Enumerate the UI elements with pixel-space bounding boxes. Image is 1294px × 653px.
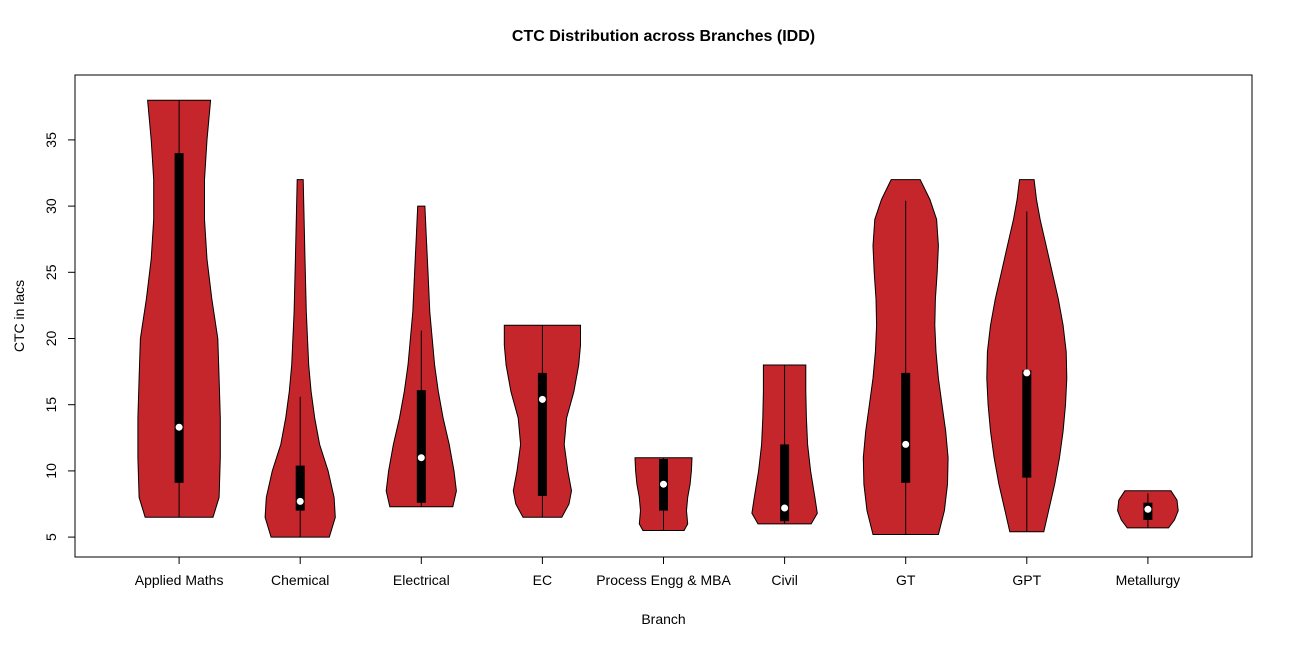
y-tick-label: 30 [43, 198, 59, 214]
y-tick-label: 35 [43, 132, 59, 148]
median-dot-chemical [296, 497, 304, 505]
y-tick-label: 10 [43, 463, 59, 479]
violin-shape-chemical [264, 179, 336, 538]
chart-title: CTC Distribution across Branches (IDD) [512, 28, 815, 45]
iqr-box-civil [780, 444, 790, 522]
x-tick-label-applied-maths: Applied Maths [135, 572, 224, 588]
median-dot-ec [538, 395, 546, 403]
iqr-box-applied-maths [174, 153, 184, 483]
x-tick-label-ec: EC [533, 572, 552, 588]
median-dot-gpt [1023, 369, 1031, 377]
y-tick-label: 20 [43, 331, 59, 347]
y-axis-title: CTC in lacs [11, 280, 27, 352]
x-tick-label-gpt: GPT [1012, 572, 1041, 588]
median-dot-gt [902, 440, 910, 448]
x-axis-title: Branch [641, 611, 685, 627]
x-tick-label-electrical: Electrical [393, 572, 450, 588]
y-tick-label: 15 [43, 397, 59, 413]
median-dot-metallurgy [1144, 505, 1152, 513]
iqr-box-gt [901, 372, 911, 483]
median-dot-civil [781, 504, 789, 512]
median-dot-applied-maths [175, 423, 183, 431]
iqr-box-electrical [416, 390, 426, 503]
x-tick-label-gt: GT [896, 572, 916, 588]
median-dot-electrical [417, 454, 425, 462]
iqr-box-gpt [1022, 370, 1032, 478]
y-tick-label: 5 [43, 533, 59, 541]
x-tick-label-chemical: Chemical [271, 572, 329, 588]
plot-layer: 5 10 15 20 25 30 35 Applied Maths Chemical Electr… [43, 74, 1253, 588]
x-tick-label-civil: Civil [771, 572, 797, 588]
y-tick-label: 25 [43, 264, 59, 280]
median-dot-process-engg-mba [660, 480, 667, 488]
x-tick-label-process-engg-mba: Process Engg & MBA [596, 572, 731, 588]
iqr-box-chemical [295, 465, 305, 511]
x-tick-label-metallurgy: Metallurgy [1116, 572, 1181, 588]
iqr-box-ec [537, 372, 547, 496]
